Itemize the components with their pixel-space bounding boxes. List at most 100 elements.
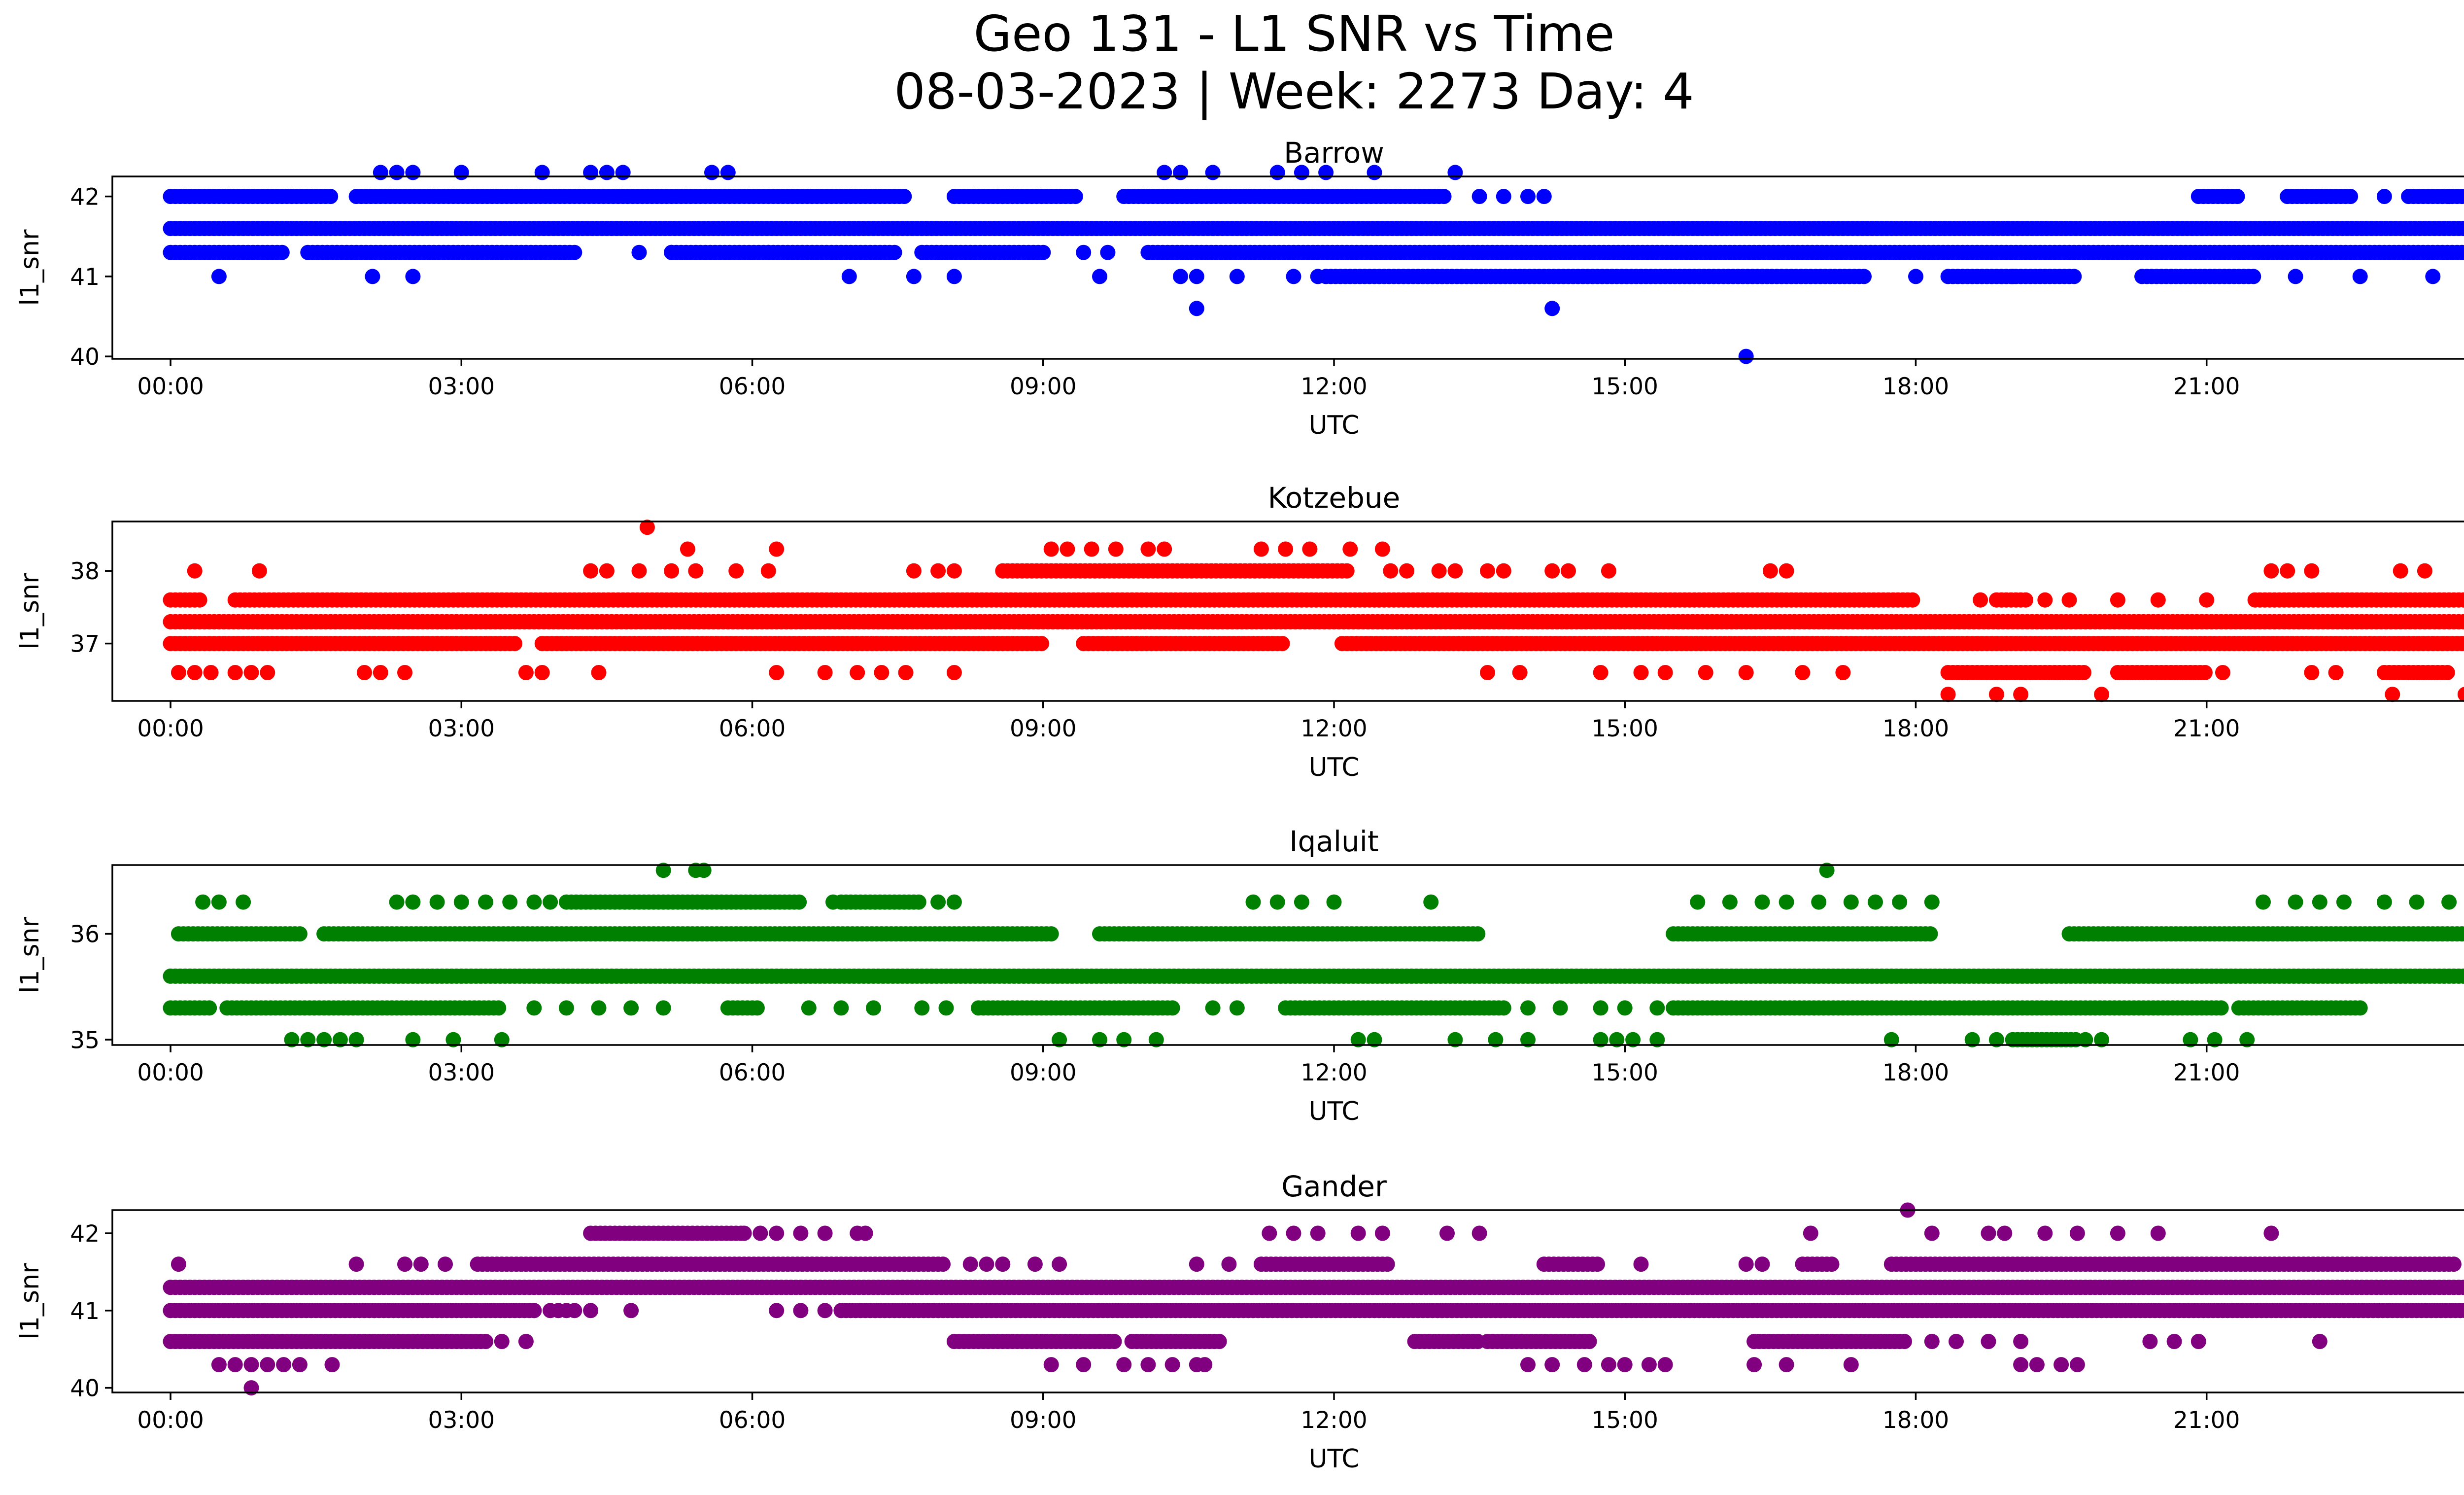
- data-point: [769, 541, 785, 557]
- data-point: [930, 894, 946, 910]
- x-tick-label: 09:00: [1010, 715, 1076, 742]
- data-point: [323, 189, 339, 205]
- data-point: [1835, 665, 1851, 680]
- data-point: [1496, 1000, 1511, 1016]
- data-point: [1512, 665, 1528, 680]
- data-point: [1856, 269, 1872, 284]
- data-point: [655, 1000, 671, 1016]
- data-point: [478, 894, 493, 910]
- data-point: [1423, 894, 1439, 910]
- data-point: [292, 926, 308, 942]
- y-tick-label: 38: [70, 558, 100, 585]
- data-point: [1108, 541, 1124, 557]
- data-point: [1164, 1000, 1180, 1016]
- data-point: [946, 665, 962, 680]
- data-point: [583, 563, 599, 579]
- data-point: [558, 1000, 574, 1016]
- data-point: [1294, 894, 1309, 910]
- data-point: [1940, 687, 1956, 702]
- x-tick-label: 21:00: [2173, 715, 2240, 742]
- data-point: [2441, 894, 2457, 910]
- data-point: [1601, 563, 1616, 579]
- data-point: [906, 563, 922, 579]
- data-point: [1496, 563, 1511, 579]
- data-point: [389, 894, 405, 910]
- data-point: [453, 894, 469, 910]
- data-point: [1342, 541, 1358, 557]
- data-point: [1988, 687, 2004, 702]
- data-point: [2343, 189, 2359, 205]
- data-point: [1593, 1000, 1608, 1016]
- x-axis-label: UTC: [1308, 411, 1359, 440]
- y-tick-label: 35: [70, 1027, 100, 1054]
- data-point: [1034, 636, 1049, 652]
- data-point: [2005, 269, 2020, 284]
- data-point: [1811, 894, 1827, 910]
- data-point: [2246, 269, 2261, 284]
- y-axis-label: l1_snr: [15, 916, 45, 993]
- data-point: [227, 665, 243, 680]
- x-tick-label: 09:00: [1010, 1059, 1076, 1086]
- data-point: [1843, 894, 1859, 910]
- data-point: [195, 894, 211, 910]
- data-point: [1472, 189, 1487, 205]
- data-point: [373, 665, 388, 680]
- data-point: [599, 563, 615, 579]
- data-point: [680, 541, 695, 557]
- data-point: [1286, 269, 1301, 284]
- data-point: [453, 165, 469, 180]
- data-point: [2376, 189, 2392, 205]
- data-point: [1908, 269, 1923, 284]
- data-point: [866, 1000, 881, 1016]
- y-axis-label: l1_snr: [15, 229, 45, 306]
- data-point: [389, 165, 405, 180]
- data-point: [2459, 189, 2464, 204]
- data-point: [1922, 926, 1938, 942]
- data-point: [1617, 1000, 1633, 1016]
- data-point: [534, 665, 550, 680]
- data-point: [2439, 665, 2455, 680]
- data-point: [1738, 665, 1754, 680]
- data-point: [2376, 894, 2392, 910]
- data-point: [1762, 563, 1778, 579]
- data-point: [2256, 894, 2271, 910]
- data-point: [2461, 593, 2464, 606]
- data-point: [1436, 189, 1452, 205]
- data-point: [526, 1000, 542, 1016]
- x-tick-label: 21:00: [2173, 373, 2240, 400]
- data-point: [2393, 563, 2408, 579]
- data-point: [251, 563, 267, 579]
- data-point: [1447, 165, 1463, 180]
- data-point: [817, 665, 833, 680]
- data-point: [1383, 563, 1399, 579]
- data-point: [429, 894, 445, 910]
- data-point: [1552, 1000, 1568, 1016]
- data-point: [914, 1000, 930, 1016]
- subplot-title: Barrow: [1284, 136, 1384, 170]
- data-point: [260, 665, 275, 680]
- scatter-points: [163, 1202, 2464, 1396]
- scatter-points: [163, 520, 2464, 702]
- data-point: [2304, 665, 2320, 680]
- data-point: [1924, 894, 1940, 910]
- figure-title-line2: 08-03-2023 | Week: 2273 Day: 4: [894, 63, 1694, 120]
- data-point: [1092, 269, 1107, 284]
- data-point: [1754, 894, 1770, 910]
- data-point: [1698, 665, 1713, 680]
- data-point: [946, 269, 962, 284]
- data-point: [1253, 541, 1269, 557]
- data-point: [2263, 563, 2279, 579]
- data-point: [192, 592, 207, 608]
- data-point: [1690, 894, 1706, 910]
- x-tick-label: 09:00: [1010, 373, 1076, 400]
- data-point: [567, 244, 582, 260]
- data-point: [760, 244, 776, 260]
- x-axis-label: UTC: [1308, 1097, 1359, 1126]
- data-point: [507, 636, 522, 652]
- data-point: [887, 244, 902, 260]
- data-point: [1399, 563, 1415, 579]
- data-point: [631, 244, 647, 260]
- data-point: [1779, 894, 1794, 910]
